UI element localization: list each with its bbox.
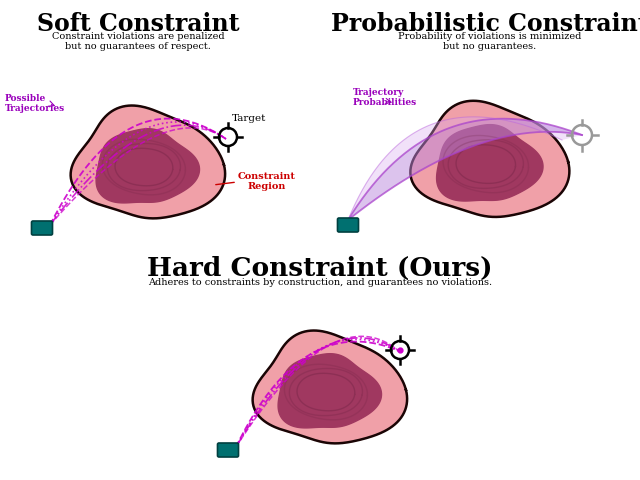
Text: Probability of violations is minimized
but no guarantees.: Probability of violations is minimized b…	[398, 32, 582, 51]
Text: Soft Constraint: Soft Constraint	[36, 12, 239, 36]
Polygon shape	[348, 119, 582, 220]
Text: Constraint
Region: Constraint Region	[238, 172, 296, 192]
Text: Target: Target	[232, 114, 266, 123]
Polygon shape	[348, 117, 582, 220]
Text: Probabilistic Constraint: Probabilistic Constraint	[331, 12, 640, 36]
Text: Hard Constraint (Ours): Hard Constraint (Ours)	[147, 256, 493, 281]
Text: Adheres to constraints by construction, and guarantees no violations.: Adheres to constraints by construction, …	[148, 278, 492, 287]
FancyBboxPatch shape	[218, 443, 239, 457]
Text: Possible
Trajectories: Possible Trajectories	[5, 94, 65, 113]
FancyBboxPatch shape	[31, 221, 52, 235]
Polygon shape	[436, 125, 543, 201]
Text: Constraint violations are penalized
but no guarantees of respect.: Constraint violations are penalized but …	[52, 32, 224, 51]
Polygon shape	[278, 354, 381, 428]
Polygon shape	[253, 331, 407, 444]
FancyBboxPatch shape	[337, 218, 358, 232]
Polygon shape	[96, 129, 200, 203]
Text: Trajectory
Probabilities: Trajectory Probabilities	[353, 88, 417, 108]
Polygon shape	[70, 106, 225, 218]
Polygon shape	[410, 101, 570, 217]
